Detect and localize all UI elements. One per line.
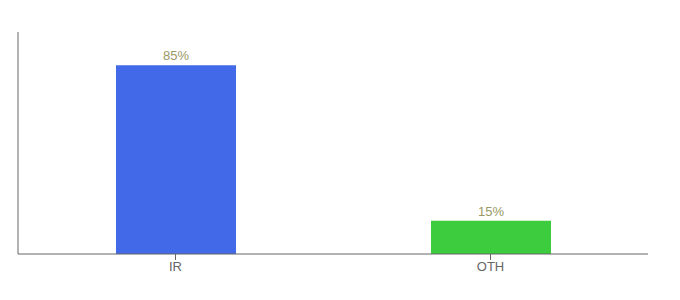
svg-text:85%: 85%	[163, 48, 189, 63]
svg-text:OTH: OTH	[477, 259, 504, 274]
svg-text:IR: IR	[169, 259, 182, 274]
svg-text:15%: 15%	[478, 204, 504, 219]
